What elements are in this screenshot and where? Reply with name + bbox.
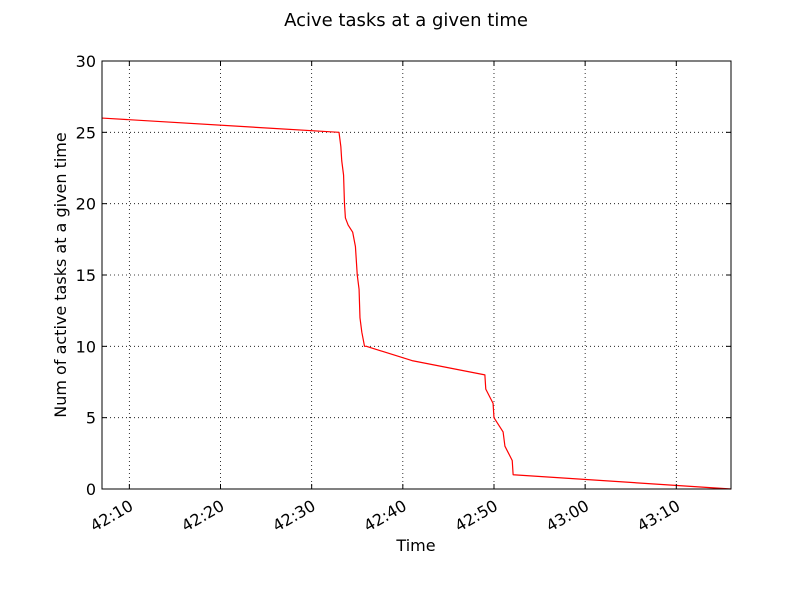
y-tick-label: 15	[76, 266, 96, 285]
y-tick-label: 5	[86, 409, 96, 428]
y-tick-label: 25	[76, 123, 96, 142]
y-axis-label: Num of active tasks at a given time	[51, 132, 70, 417]
series-line-0	[101, 117, 732, 490]
x-axis-label: Time	[395, 536, 435, 555]
y-tick-label: 0	[86, 480, 96, 499]
y-tick-label: 10	[76, 337, 96, 356]
chart-title: Acive tasks at a given time	[284, 10, 528, 31]
y-tick-label: 20	[76, 195, 96, 214]
y-tick-label: 30	[76, 52, 96, 71]
series-layer	[101, 117, 732, 490]
